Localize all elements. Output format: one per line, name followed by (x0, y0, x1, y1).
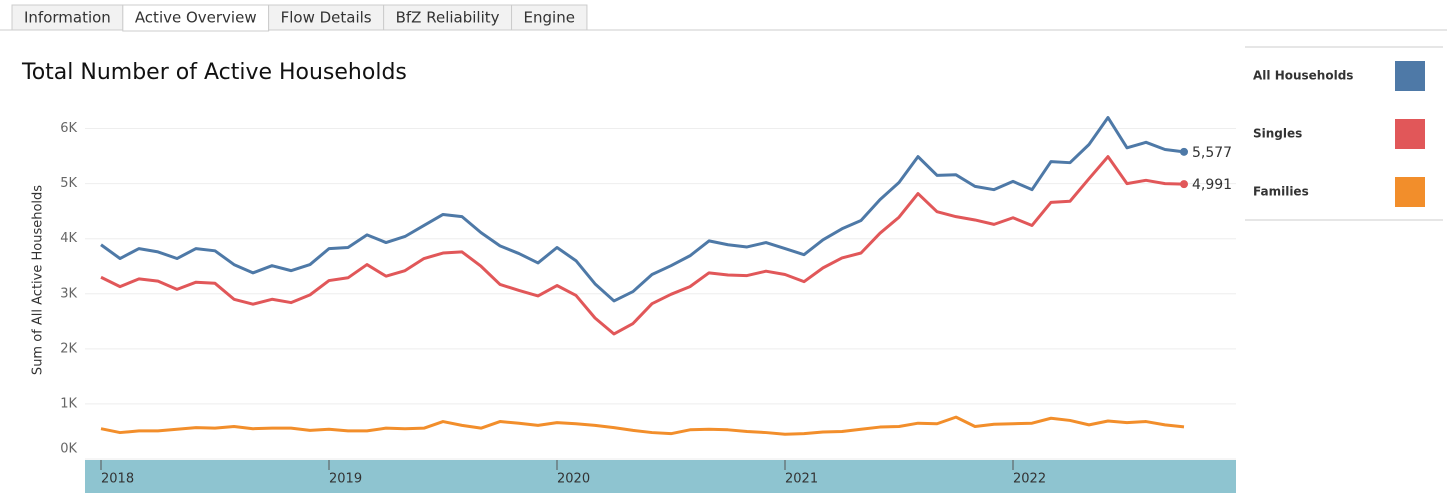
y-tick-label: 0K (60, 442, 77, 457)
tab-label[interactable]: Information (24, 9, 111, 27)
y-tick-label: 4K (60, 231, 77, 246)
legend-label: Singles (1253, 127, 1302, 141)
legend-label: All Households (1253, 69, 1353, 83)
data-label: 4,991 (1192, 177, 1232, 193)
y-tick-label: 1K (60, 396, 77, 411)
tab-label[interactable]: BfZ Reliability (396, 9, 500, 27)
series-line (100, 155, 1185, 336)
end-point (1180, 180, 1188, 189)
series-line (100, 116, 1185, 303)
x-tick-label: 2019 (329, 472, 362, 487)
tab[interactable] (268, 4, 385, 31)
y-tick-label: 3K (60, 286, 77, 301)
x-tick-label: 2022 (1013, 472, 1046, 487)
y-tick-label: 2K (60, 341, 77, 356)
series-line (100, 415, 1185, 436)
y-axis-label: Sum of All Active Households (31, 185, 46, 375)
x-tick-label: 2020 (557, 472, 590, 487)
data-label: 5,577 (1192, 145, 1232, 161)
tab[interactable] (122, 4, 270, 32)
x-axis-band (85, 460, 1236, 493)
tab-label[interactable]: Flow Details (281, 9, 372, 27)
y-tick-label: 6K (60, 121, 77, 136)
legend-swatch (1395, 119, 1425, 149)
tab[interactable] (383, 4, 513, 31)
tab[interactable] (511, 4, 588, 31)
chart-title: Total Number of Active Households (21, 60, 407, 85)
legend-swatch (1395, 177, 1425, 207)
x-tick-label: 2018 (101, 472, 134, 487)
end-point (1180, 147, 1188, 156)
tab-label[interactable]: Active Overview (135, 9, 257, 27)
legend-swatch (1395, 61, 1425, 91)
tab-label[interactable]: Engine (524, 9, 575, 27)
y-tick-label: 5K (60, 176, 77, 191)
legend-label: Families (1253, 185, 1309, 199)
x-tick-label: 2021 (785, 472, 818, 487)
